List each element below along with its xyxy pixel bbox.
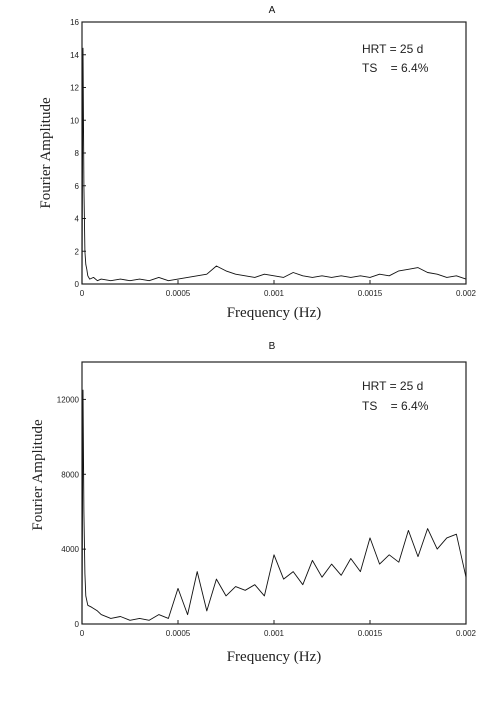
series-line-b bbox=[81, 389, 467, 625]
panel-label-a: A bbox=[269, 5, 276, 16]
series-line-a bbox=[81, 47, 467, 285]
annotation-hrt-a: HRT = 25 d bbox=[362, 42, 423, 56]
chart-panel-b: B 0 0.0005 0.001 0.0015 0.00204000800012000 … bbox=[30, 341, 477, 665]
chart-panel-a: A 0 0.0005 0.001 0.0015 0.002 0 2 4 6 8 10 12 14 16 H… bbox=[38, 5, 477, 321]
x-axis-title-b: Frequency (Hz) bbox=[227, 649, 322, 665]
x-tick-label-a: 0 bbox=[80, 289, 85, 298]
panel-label-b: B bbox=[269, 341, 276, 352]
x-axis-title-a: Frequency (Hz) bbox=[227, 305, 322, 321]
x-tick-label-b: 0.002 bbox=[456, 629, 477, 638]
y-tick-label-b: 12000 bbox=[57, 395, 80, 404]
y-tick-label-b: 0 bbox=[75, 620, 80, 629]
x-tick-label-b: 0 bbox=[80, 629, 85, 638]
y-tick-label-a: 12 bbox=[70, 84, 79, 93]
x-tick-label-a: 0.002 bbox=[456, 289, 477, 298]
x-tick-label-b: 0.0015 bbox=[358, 629, 383, 638]
y-tick-label-a: 6 bbox=[75, 182, 80, 191]
axis-ticks-b: 0 0.0005 0.001 0.0015 0.002 0 4000 8000 12000 bbox=[57, 395, 477, 638]
y-axis-title-a: Fourier Amplitude bbox=[38, 97, 54, 209]
y-tick-label-b: 8000 bbox=[61, 470, 79, 479]
y-tick-label-a: 2 bbox=[75, 247, 80, 256]
y-tick-label-a: 0 bbox=[75, 280, 80, 289]
y-tick-label-a: 16 bbox=[70, 18, 79, 27]
x-tick-label-a: 0.0005 bbox=[166, 289, 191, 298]
y-tick-label-a: 14 bbox=[70, 51, 79, 60]
annotation-hrt-b: HRT = 25 d bbox=[362, 379, 423, 393]
x-tick-label-a: 0.001 bbox=[264, 289, 285, 298]
y-tick-label-b: 4000 bbox=[61, 545, 79, 554]
x-tick-label-b: 0.001 bbox=[264, 629, 285, 638]
annotation-ts-a: TS = 6.4% bbox=[362, 61, 429, 75]
axis-ticks-a: 0 0.0005 0.001 0.0015 0.002 0 2 4 6 8 10 12 14 16 bbox=[70, 18, 476, 298]
y-axis-title-b: Fourier Amplitude bbox=[30, 419, 46, 531]
y-tick-label-a: 8 bbox=[75, 149, 80, 158]
x-tick-label-a: 0.0015 bbox=[358, 289, 383, 298]
y-tick-label-a: 4 bbox=[75, 215, 80, 224]
x-tick-label-b: 0.0005 bbox=[166, 629, 191, 638]
annotation-ts-b: TS = 6.4% bbox=[362, 399, 429, 413]
y-tick-label-a: 10 bbox=[70, 116, 79, 125]
